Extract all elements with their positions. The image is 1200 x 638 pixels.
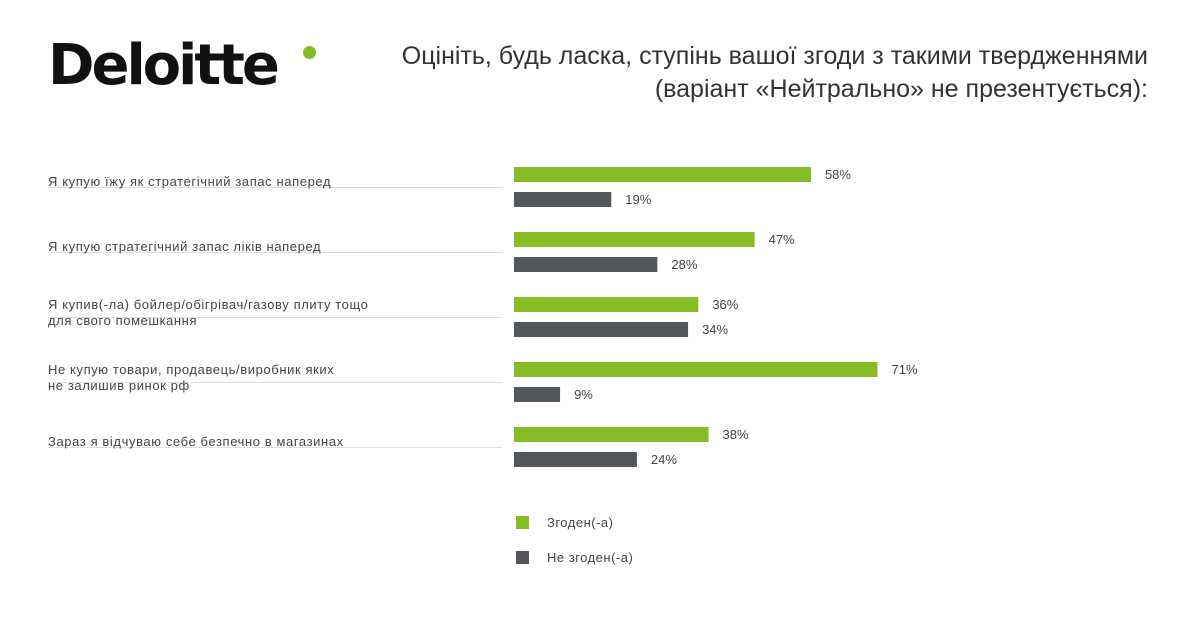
category-label: не залишив ринок рф <box>48 378 190 393</box>
data-label: 38% <box>723 427 749 442</box>
bar-agree <box>514 167 811 182</box>
bar-disagree <box>514 322 689 337</box>
chart-title: Оцініть, будь ласка, ступінь вашої згоди… <box>401 42 1148 103</box>
category-label: Я купив(-ла) бойлер/обігрівач/газову пли… <box>48 297 369 312</box>
data-label: 34% <box>702 322 728 337</box>
logo-text: Deloitte <box>48 33 280 98</box>
bar-disagree <box>514 192 612 207</box>
logo-dot-icon <box>303 46 316 59</box>
legend-label-agree: Згоден(-а) <box>547 514 614 530</box>
legend-label-disagree: Не згоден(-а) <box>547 549 634 565</box>
data-label: 24% <box>651 452 677 467</box>
bar-agree <box>514 232 755 247</box>
category-label: Я купую їжу як стратегічний запас напере… <box>48 174 331 189</box>
deloitte-logo: Deloitte <box>48 38 280 94</box>
data-label: 9% <box>574 387 593 402</box>
legend-swatch-agree <box>516 515 529 529</box>
category-label: Зараз я відчуваю себе безпечно в магазин… <box>48 434 344 449</box>
category-label: Не купую товари, продавець/виробник яких <box>48 362 334 377</box>
legend-swatch-disagree <box>516 550 529 564</box>
category-label: Я купую стратегічний запас ліків наперед <box>48 239 321 254</box>
data-label: 47% <box>769 232 795 247</box>
bar-agree <box>514 297 699 312</box>
legend: Згоден(-а) Не згоден(-а) <box>516 512 633 582</box>
data-label: 36% <box>712 297 738 312</box>
category-label: для свого помешкання <box>48 313 197 328</box>
bar-disagree <box>514 452 637 467</box>
data-label: 58% <box>825 167 851 182</box>
bar-agree <box>514 427 709 442</box>
data-label: 71% <box>892 362 918 377</box>
legend-item-agree: Згоден(-а) <box>516 512 633 532</box>
data-label: 19% <box>625 192 651 207</box>
legend-item-disagree: Не згоден(-а) <box>516 547 633 567</box>
bar-disagree <box>514 257 658 272</box>
bar-agree <box>514 362 878 377</box>
bar-disagree <box>514 387 561 402</box>
data-label: 28% <box>671 257 697 272</box>
